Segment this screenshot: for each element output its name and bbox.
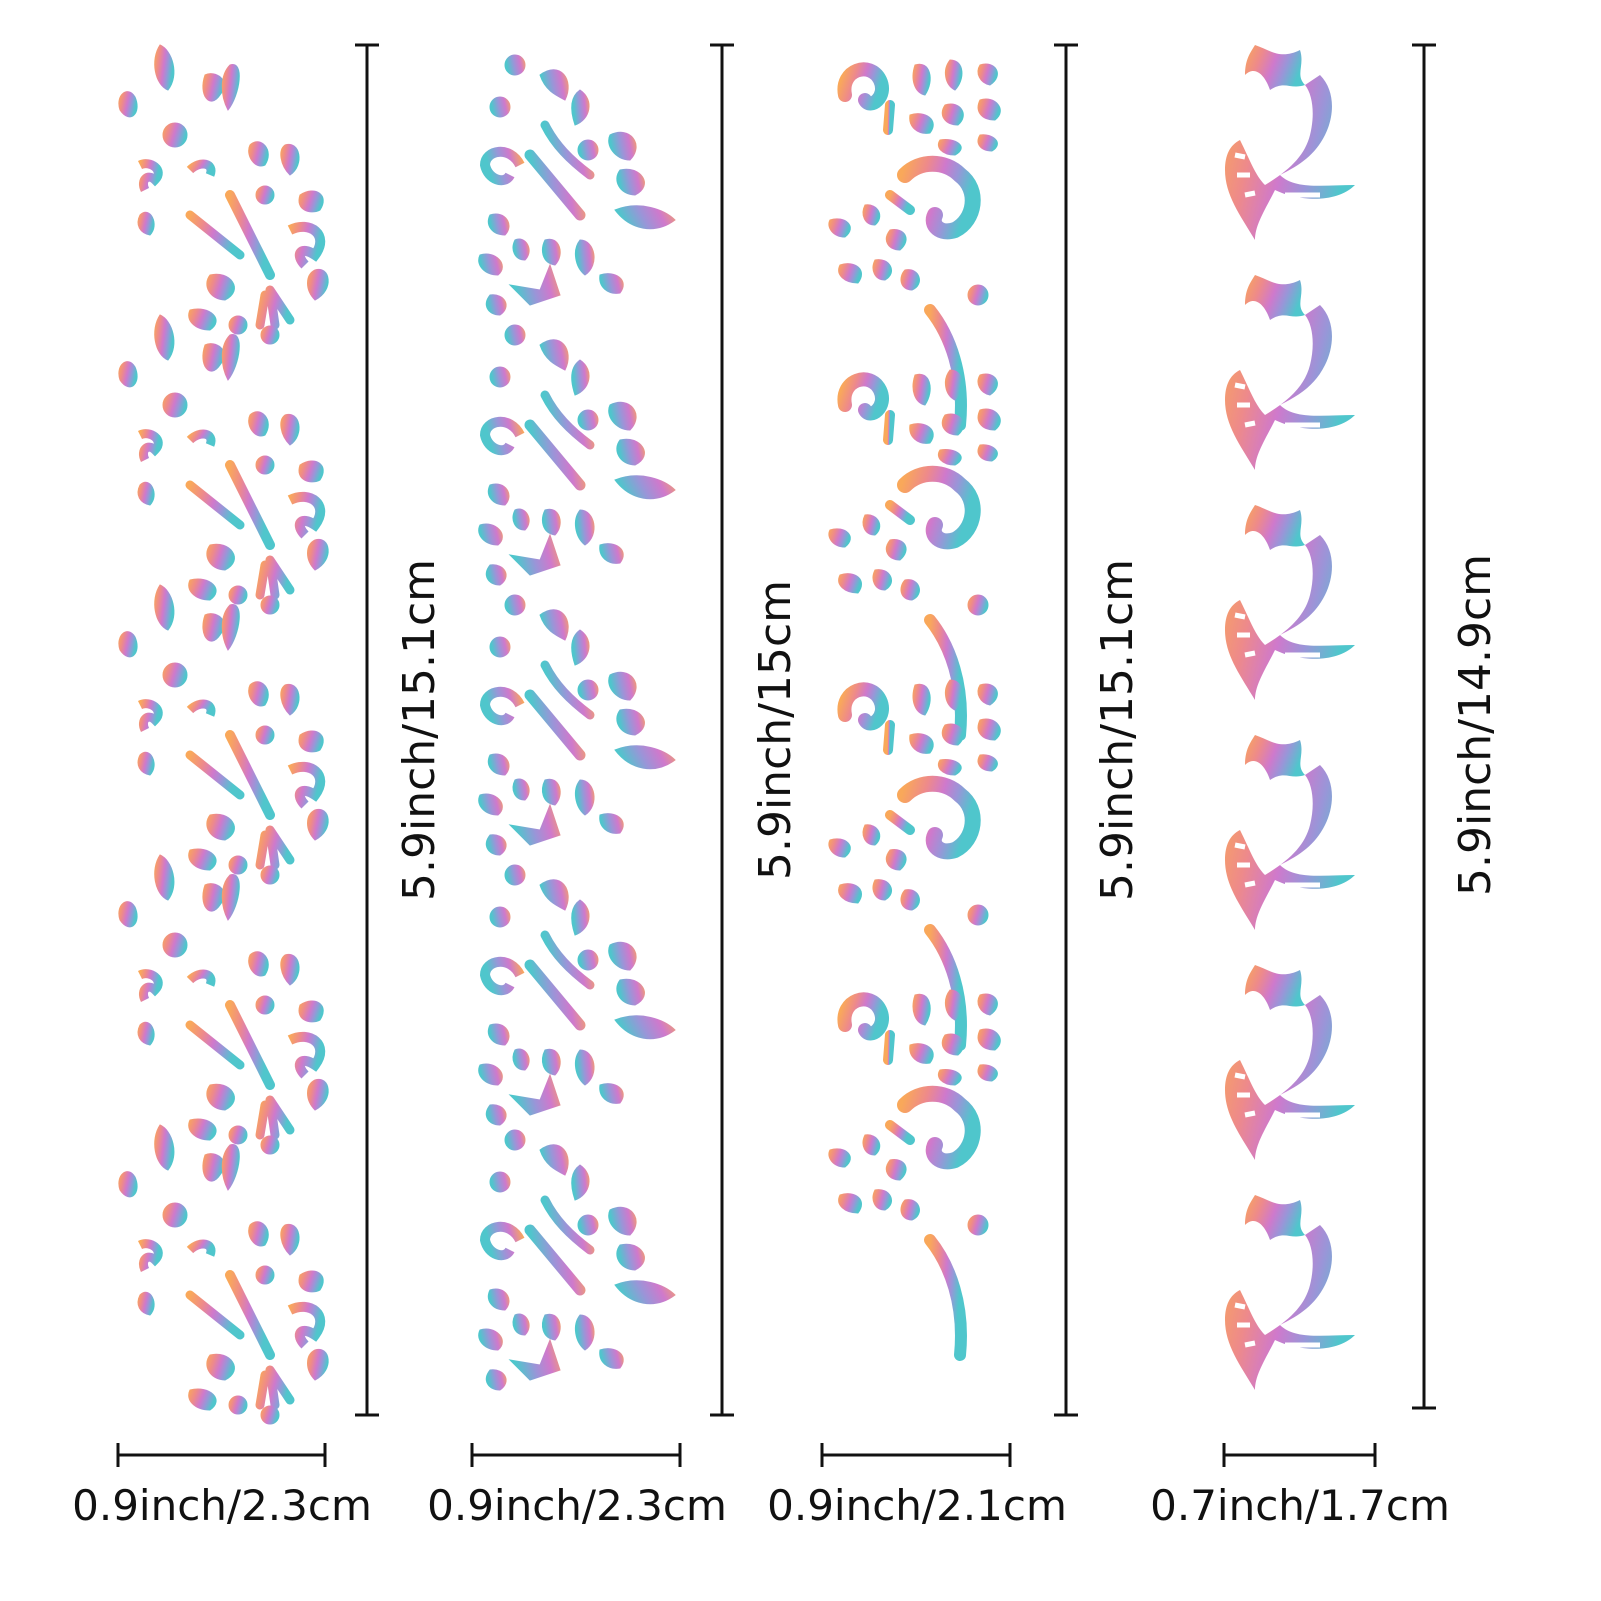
stencil-1: 5.9inch/15.1cm 0.9inch/2.3cm <box>72 45 445 1530</box>
height-label: 5.9inch/15.1cm <box>394 559 445 901</box>
height-label: 5.9inch/15.1cm <box>1092 559 1143 901</box>
stencil-2: 5.9inch/15cm 0.9inch/2.3cm <box>427 43 801 1530</box>
height-dimension: 5.9inch/15.1cm <box>355 43 445 1417</box>
width-dimension: 0.7inch/1.7cm <box>1150 1443 1450 1530</box>
height-label: 5.9inch/14.9cm <box>1450 554 1501 896</box>
width-label: 0.7inch/1.7cm <box>1150 1481 1450 1530</box>
stencil-3: 5.9inch/15.1cm 0.9inch/2.1cm <box>767 43 1143 1530</box>
width-label: 0.9inch/2.3cm <box>427 1481 727 1530</box>
width-dimension: 0.9inch/2.3cm <box>72 1443 372 1530</box>
width-dimension: 0.9inch/2.1cm <box>767 1443 1067 1530</box>
scroll-leaf-icon <box>479 55 675 1390</box>
height-dimension: 5.9inch/14.9cm <box>1412 43 1501 1410</box>
leaf-sprig-icon <box>119 45 328 1424</box>
height-dimension: 5.9inch/15.1cm <box>1054 43 1143 1417</box>
height-dimension: 5.9inch/15cm <box>710 43 801 1417</box>
zigzag-vine-icon <box>1225 45 1355 1390</box>
stencil-4: 5.9inch/14.9cm 0.7inch/1.7cm <box>1150 45 1501 1530</box>
width-dimension: 0.9inch/2.3cm <box>427 1443 727 1530</box>
width-label: 0.9inch/2.3cm <box>72 1481 372 1530</box>
width-label: 0.9inch/2.1cm <box>767 1481 1067 1530</box>
curl-flower-icon <box>829 60 1000 1355</box>
height-label: 5.9inch/15cm <box>750 580 801 880</box>
